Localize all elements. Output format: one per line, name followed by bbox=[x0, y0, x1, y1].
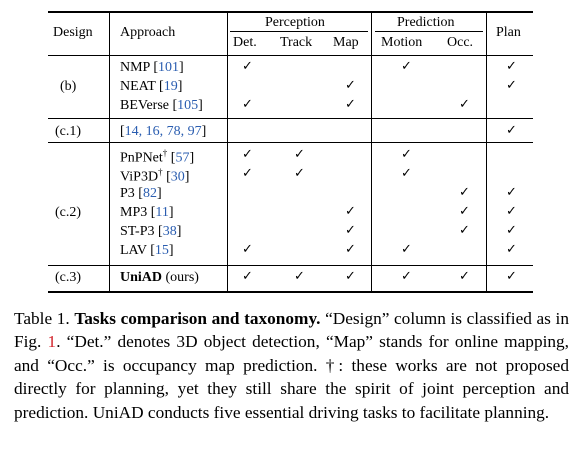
bottom-rule bbox=[48, 291, 533, 293]
checkmark-det: ✓ bbox=[242, 242, 253, 257]
checkmark-occ: ✓ bbox=[459, 269, 470, 284]
col-divider-prediction bbox=[486, 11, 487, 292]
col-divider-design bbox=[109, 11, 110, 292]
method-name: ST-P3 bbox=[120, 224, 155, 239]
design-label: (b) bbox=[60, 79, 77, 94]
checkmark-track: ✓ bbox=[294, 269, 305, 284]
method-name: UniAD bbox=[120, 270, 163, 285]
checkmark-plan: ✓ bbox=[506, 269, 517, 284]
checkmark-map: ✓ bbox=[345, 204, 356, 219]
checkmark-det: ✓ bbox=[242, 97, 253, 112]
ours-label: (ours) bbox=[165, 270, 199, 285]
checkmark-motion: ✓ bbox=[401, 166, 412, 181]
checkmark-track: ✓ bbox=[294, 166, 305, 181]
header-map: Map bbox=[333, 35, 359, 50]
approach-cell: BEVerse [105] bbox=[120, 99, 203, 113]
approach-cell: PnPNet† [57] bbox=[120, 149, 194, 166]
header-det: Det. bbox=[233, 35, 257, 50]
header-perception: Perception bbox=[265, 15, 325, 30]
method-name: MP3 bbox=[120, 205, 148, 220]
col-divider-approach bbox=[227, 11, 228, 292]
checkmark-det: ✓ bbox=[242, 166, 253, 181]
checkmark-plan: ✓ bbox=[506, 242, 517, 257]
checkmark-map: ✓ bbox=[345, 97, 356, 112]
method-name: NMP bbox=[120, 60, 150, 75]
checkmark-det: ✓ bbox=[242, 59, 253, 74]
checkmark-motion: ✓ bbox=[401, 242, 412, 257]
approach-cell: NEAT [19] bbox=[120, 80, 182, 94]
citation-link[interactable]: [15] bbox=[150, 243, 174, 258]
header-motion: Motion bbox=[381, 35, 423, 50]
method-name: ViP3D bbox=[120, 169, 159, 185]
approach-cell: ViP3D† [30] bbox=[120, 168, 189, 185]
dagger-mark: † bbox=[162, 148, 168, 158]
citation-link[interactable]: [19] bbox=[159, 79, 183, 94]
design-label: (c.2) bbox=[55, 205, 82, 220]
checkmark-occ: ✓ bbox=[459, 223, 470, 238]
header-design: Design bbox=[53, 25, 93, 40]
caption-label: Table 1. bbox=[14, 309, 70, 328]
checkmark-map: ✓ bbox=[345, 223, 356, 238]
checkmark-plan: ✓ bbox=[506, 123, 517, 138]
checkmark-map: ✓ bbox=[345, 78, 356, 93]
checkmark-track: ✓ bbox=[294, 147, 305, 162]
method-name: NEAT bbox=[120, 79, 156, 94]
checkmark-det: ✓ bbox=[242, 269, 253, 284]
checkmark-plan: ✓ bbox=[506, 223, 517, 238]
approach-cell: MP3 [11] bbox=[120, 206, 174, 220]
approach-cell: UniAD (ours) bbox=[120, 271, 199, 285]
citation-link[interactable]: [101] bbox=[153, 60, 184, 75]
method-name: LAV bbox=[120, 243, 147, 258]
table-caption: Table 1. Tasks comparison and taxonomy. … bbox=[14, 307, 569, 424]
method-name: PnPNet bbox=[120, 150, 163, 166]
approach-cell: [14, 16, 78, 97] bbox=[120, 125, 206, 139]
header-prediction: Prediction bbox=[397, 15, 455, 30]
checkmark-motion: ✓ bbox=[401, 59, 412, 74]
rule-b bbox=[48, 118, 533, 119]
rule-c1 bbox=[48, 142, 533, 143]
header-rule bbox=[48, 55, 533, 56]
caption-fig-link[interactable]: 1 bbox=[47, 332, 57, 352]
approach-cell: NMP [101] bbox=[120, 61, 184, 75]
citation-link[interactable]: [11] bbox=[150, 205, 174, 220]
caption-text-1: “Design” column is classified as in Fig. bbox=[14, 309, 569, 352]
approach-cell: P3 [82] bbox=[120, 187, 162, 201]
header-track: Track bbox=[280, 35, 313, 50]
citation-link[interactable]: [57] bbox=[170, 150, 195, 166]
checkmark-plan: ✓ bbox=[506, 204, 517, 219]
design-label: (c.3) bbox=[55, 270, 82, 285]
approach-cell: LAV [15] bbox=[120, 244, 174, 258]
design-label: (c.1) bbox=[55, 124, 82, 139]
checkmark-map: ✓ bbox=[345, 269, 356, 284]
caption-title: Tasks comparison and taxonomy. bbox=[74, 309, 321, 328]
top-rule bbox=[48, 11, 533, 13]
caption-text-2: . “Det.” denotes 3D object detection, “M… bbox=[14, 332, 569, 422]
citation-link[interactable]: [105] bbox=[172, 98, 203, 113]
method-name: P3 bbox=[120, 186, 135, 201]
checkmark-plan: ✓ bbox=[506, 185, 517, 200]
citation-link[interactable]: [30] bbox=[166, 169, 190, 185]
rule-c2 bbox=[48, 265, 533, 266]
citation-link[interactable]: [14, 16, 78, 97] bbox=[120, 124, 207, 139]
dagger-mark: † bbox=[158, 167, 163, 177]
header-occ: Occ. bbox=[447, 35, 474, 50]
citation-link[interactable]: [82] bbox=[138, 186, 162, 201]
checkmark-det: ✓ bbox=[242, 147, 253, 162]
checkmark-map: ✓ bbox=[345, 242, 356, 257]
checkmark-occ: ✓ bbox=[459, 204, 470, 219]
citation-link[interactable]: [38] bbox=[158, 224, 182, 239]
header-approach: Approach bbox=[120, 25, 176, 40]
header-plan: Plan bbox=[496, 25, 521, 40]
checkmark-plan: ✓ bbox=[506, 59, 517, 74]
checkmark-plan: ✓ bbox=[506, 78, 517, 93]
approach-cell: ST-P3 [38] bbox=[120, 225, 181, 239]
checkmark-motion: ✓ bbox=[401, 269, 412, 284]
checkmark-motion: ✓ bbox=[401, 147, 412, 162]
perception-underline bbox=[230, 31, 368, 32]
col-divider-perception bbox=[371, 11, 372, 292]
method-name: BEVerse bbox=[120, 98, 169, 113]
checkmark-occ: ✓ bbox=[459, 185, 470, 200]
prediction-underline bbox=[375, 31, 483, 32]
checkmark-occ: ✓ bbox=[459, 97, 470, 112]
